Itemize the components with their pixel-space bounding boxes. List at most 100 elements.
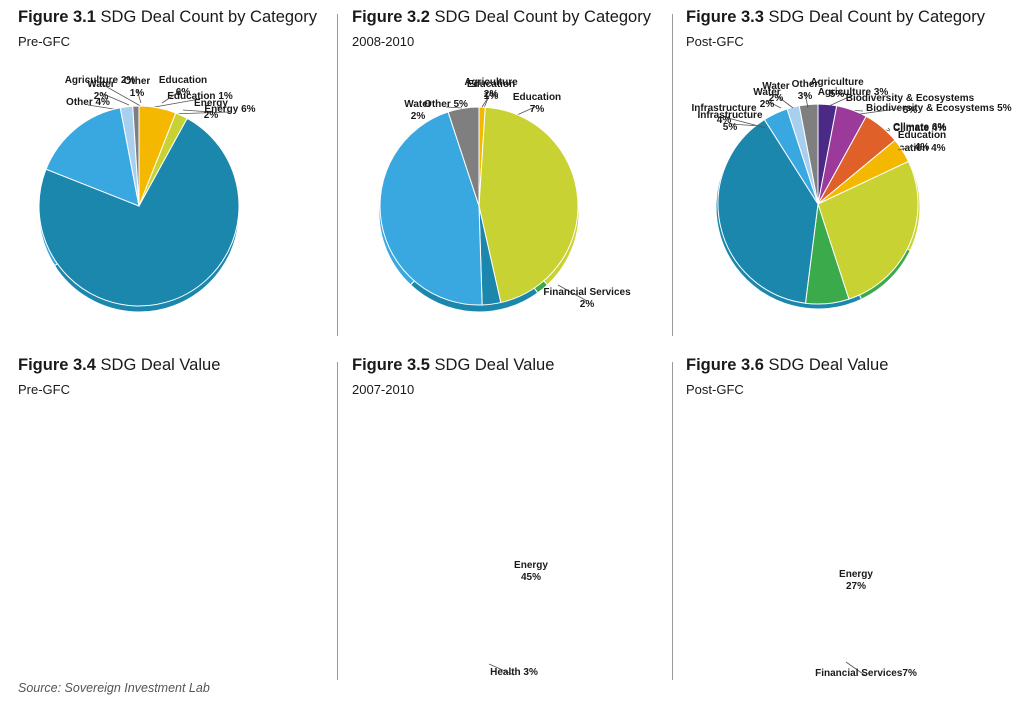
leader-line-education xyxy=(516,105,538,116)
source-note: Source: Sovereign Investment Lab xyxy=(18,681,210,695)
figure-label: Figure 3.4 xyxy=(18,356,96,374)
slice-label-financial-services: Financial Services7% xyxy=(815,668,917,679)
slice-label-infrastructure: Infrastructure 16% xyxy=(59,508,124,531)
pie-slice-energy xyxy=(817,160,919,300)
slice-label-education: Education 1% xyxy=(167,91,233,102)
leader-line-other xyxy=(804,92,809,109)
pie-slice-other xyxy=(447,106,480,207)
chart-title: Figure 3.6 SDG Deal Value xyxy=(686,356,1016,375)
slice-label-infrastructure: Infrastructure 4% xyxy=(691,103,756,126)
pie-chart-3-5: Education 1% Energy 45% Health 3% Infrastruct… xyxy=(379,79,579,678)
slice-label-energy: Energy 2% xyxy=(194,98,228,121)
pie-chart-3-4: Education 6%Energy 2% Health 73% Infrastructu… xyxy=(38,75,240,619)
leader-line-other xyxy=(136,89,142,104)
leader-line-health xyxy=(488,663,515,676)
slice-label-other: Other 1% xyxy=(124,76,151,99)
leader-line-financial-services xyxy=(845,661,867,677)
figure-title: SDG Deal Value xyxy=(434,356,555,374)
chart-subtitle: Post-GFC xyxy=(686,34,744,49)
chart-subtitle: Post-GFC xyxy=(686,382,744,397)
slice-label-climate: Climate 4% xyxy=(893,123,946,134)
leader-line-education xyxy=(161,88,184,104)
pie-chart-3-6: Agriculture 3%Biodiversity & Ecosystems 5… xyxy=(691,79,974,679)
slice-label-agriculture: Agriculture 2% xyxy=(65,75,136,86)
slice-label-water: Water 2% xyxy=(87,79,115,102)
slice-label-financial-services: Financial Services 2% xyxy=(543,287,631,310)
slice-label-agriculture: Agriculture 3% xyxy=(818,87,889,98)
slice-label-infrastructure: Infrastructure 45% xyxy=(396,560,461,583)
chart-title: Figure 3.1 SDG Deal Count by Category xyxy=(18,8,348,27)
pie-slice-other xyxy=(132,105,140,207)
figure-3-4-panel: Figure 3.4 SDG Deal Value Pre-GFC Educat… xyxy=(18,75,348,696)
leader-line-biodiversity-and-ecosystems xyxy=(859,106,911,115)
slice-label-education: Education 6% xyxy=(159,75,207,98)
figure-title: SDG Deal Count by Category xyxy=(768,8,985,26)
slice-label-health: Health 3% xyxy=(490,667,538,678)
divider-line xyxy=(672,362,673,680)
chart-subtitle: 2007-2010 xyxy=(352,382,415,397)
chart-title: Figure 3.2 SDG Deal Count by Category xyxy=(352,8,682,27)
divider-line xyxy=(672,14,673,336)
slice-label-biodiversity-and-ecosystems: Biodiversity & Ecosystems 5% xyxy=(846,93,975,116)
slice-label-energy: Energy 6% xyxy=(204,104,255,115)
slice-label-energy: Energy 27% xyxy=(839,569,873,592)
chart-subtitle: Pre-GFC xyxy=(18,34,70,49)
slice-label-agriculture: Agriculture 2% xyxy=(464,77,518,100)
leader-line-energy xyxy=(169,111,231,115)
leader-line-education xyxy=(481,92,492,108)
leader-line-financial-services xyxy=(557,284,588,302)
leader-line-water xyxy=(775,94,794,109)
slice-label-infrastructure: Infrastructure 5% xyxy=(697,110,762,133)
slice-label-energy: Energy 45% xyxy=(514,560,548,583)
slice-label-education: Education 4% xyxy=(898,130,946,153)
leader-line-energy xyxy=(182,109,212,113)
pie-slice-other xyxy=(798,103,819,205)
leader-line-water xyxy=(100,92,130,106)
leader-line-agriculture xyxy=(99,82,145,109)
divider-line xyxy=(337,362,338,680)
slice-label-education: Education 1% xyxy=(467,79,515,102)
slice-label-water: Water 2% xyxy=(753,87,781,110)
leader-line-climate xyxy=(887,127,891,131)
figure-label: Figure 3.6 xyxy=(686,356,764,374)
figure-title: SDG Deal Count by Category xyxy=(100,8,317,26)
pie-slice-health xyxy=(38,117,240,307)
leader-line-education xyxy=(148,98,201,109)
figure-3-5-panel: Figure 3.5 SDG Deal Value 2007-2010 Educ… xyxy=(352,79,682,696)
figure-title: SDG Deal Count by Category xyxy=(434,8,651,26)
slice-label-health: Health 73% xyxy=(126,596,157,619)
slice-label-education: Education 7% xyxy=(513,92,561,115)
slice-label-biodiversity-and-ecosystems: Biodiversity & Ecosystems 5% xyxy=(866,103,1012,114)
leader-line-infrastructure xyxy=(723,116,767,129)
divider-line xyxy=(337,14,338,336)
figure-label: Figure 3.1 xyxy=(18,8,96,26)
leader-line-water xyxy=(766,100,782,109)
figure-title: SDG Deal Value xyxy=(100,356,221,374)
slice-label-other: Other 3% xyxy=(792,79,819,102)
leader-line-agriculture xyxy=(483,90,492,109)
slice-label-other: Other 5% xyxy=(424,99,468,110)
chart-title: Figure 3.5 SDG Deal Value xyxy=(352,356,682,375)
leader-line-agriculture xyxy=(828,94,854,107)
figure-label: Figure 3.2 xyxy=(352,8,430,26)
leader-line-other xyxy=(445,106,463,109)
figure-label: Figure 3.5 xyxy=(352,356,430,374)
chart-title: Figure 3.4 SDG Deal Value xyxy=(18,356,348,375)
chart-subtitle: 2008-2010 xyxy=(352,34,415,49)
figure-3-6-panel: Figure 3.6 SDG Deal Value Post-GFC Agric… xyxy=(686,79,1016,696)
slice-label-education: Education 4% xyxy=(880,143,946,154)
figure-label: Figure 3.3 xyxy=(686,8,764,26)
slice-label-water: Water 2% xyxy=(762,81,790,104)
pie-slice-infrastructure xyxy=(379,111,483,306)
slice-label-health: Health 39% xyxy=(763,569,794,592)
pie-slice-infrastructure xyxy=(45,107,140,207)
slice-label-water: Water 2% xyxy=(404,99,432,122)
slice-label-other: Other 4% xyxy=(66,97,110,108)
pie-slice-energy xyxy=(478,106,579,304)
chart-title: Figure 3.3 SDG Deal Count by Category xyxy=(686,8,1016,27)
slice-label-climate: Climate 6% xyxy=(893,122,946,133)
chart-subtitle: Pre-GFC xyxy=(18,382,70,397)
figure-title: SDG Deal Value xyxy=(768,356,889,374)
slice-label-agriculture: Agriculture 5% xyxy=(810,77,864,100)
leader-line-education xyxy=(897,143,923,151)
